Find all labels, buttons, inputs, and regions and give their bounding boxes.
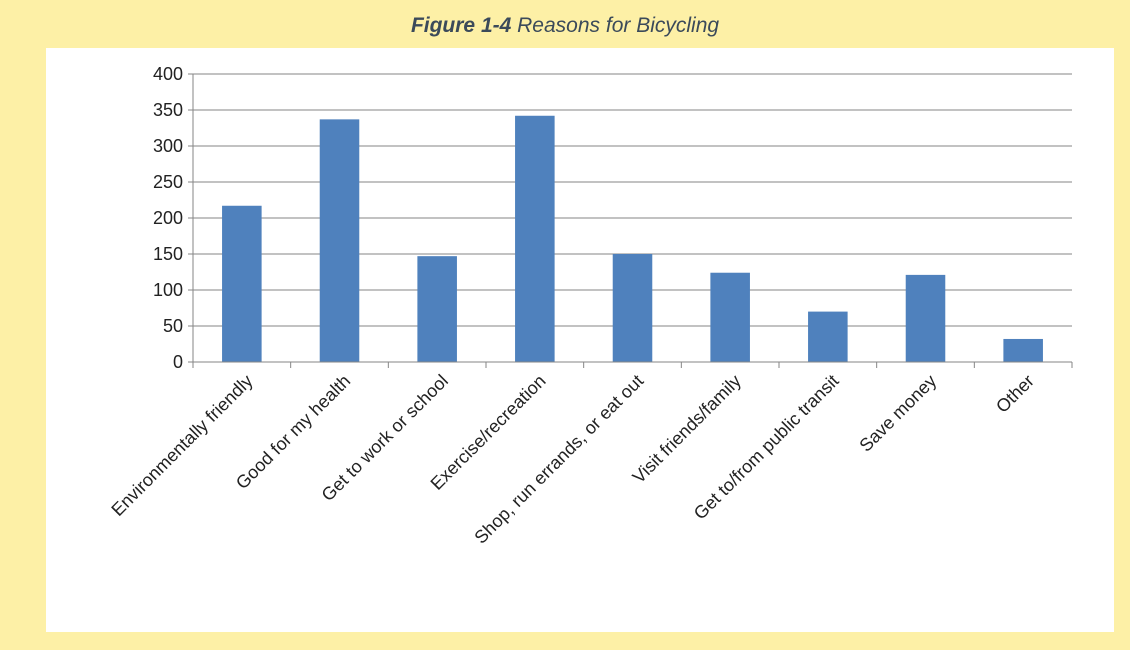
x-category-label: Environmentally friendly: [107, 371, 256, 520]
x-category-label: Save money: [855, 371, 940, 456]
y-tick-label: 0: [173, 352, 183, 372]
bar: [710, 272, 750, 362]
y-tick-label: 300: [153, 136, 183, 156]
bar: [319, 119, 360, 362]
bar: [222, 205, 262, 362]
y-tick-label: 200: [153, 208, 183, 228]
y-tick-label: 100: [153, 280, 183, 300]
x-category-label: Other: [992, 371, 1038, 417]
y-tick-label: 50: [163, 316, 183, 336]
bar: [905, 274, 946, 362]
figure-number: Figure 1-4: [410, 14, 512, 37]
x-category-label: Shop, run errands, or eat out: [470, 371, 647, 548]
y-tick-labels: 0 50 100 150 200 250 300 350 400: [153, 64, 193, 372]
bar: [808, 311, 848, 362]
bar: [1003, 338, 1043, 362]
chart-title: Figure 1-4 Reasons for Bicycling: [0, 14, 1130, 38]
bars: [222, 115, 1043, 362]
bar: [612, 254, 653, 362]
figure-caption: Reasons for Bicycling: [517, 14, 720, 37]
x-category-label: Visit friends/family: [629, 371, 745, 487]
y-tick-label: 150: [153, 244, 183, 264]
y-tick-label: 400: [153, 64, 183, 84]
y-tick-label: 250: [153, 172, 183, 192]
bar: [417, 256, 457, 362]
y-tick-label: 350: [153, 100, 183, 120]
bar: [515, 115, 555, 362]
